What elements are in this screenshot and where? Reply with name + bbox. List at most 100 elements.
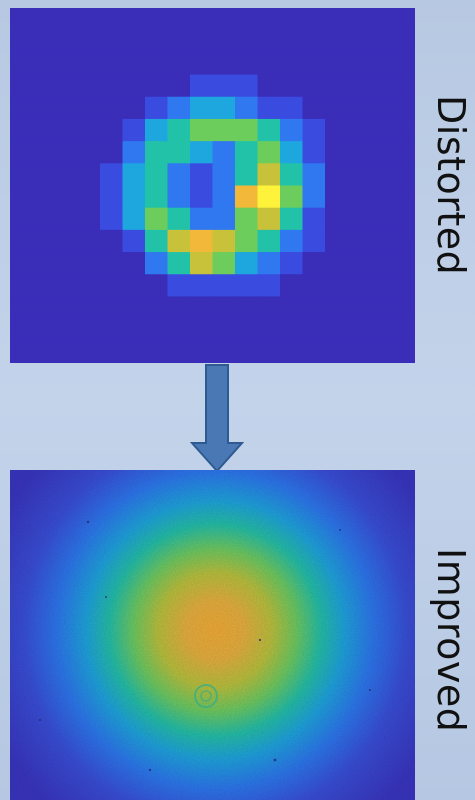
heatmap-pixel (122, 340, 146, 363)
heatmap-pixel (122, 274, 146, 298)
heatmap-pixel (55, 74, 79, 98)
heatmap-pixel (190, 296, 214, 320)
heatmap-pixel (32, 229, 56, 253)
heatmap-pixel (32, 52, 56, 76)
heatmap-pixel (145, 52, 169, 76)
heatmap-pixel (302, 8, 326, 31)
heatmap-pixel (325, 252, 349, 275)
heatmap-pixel (392, 52, 415, 76)
heatmap-pixel (257, 141, 281, 164)
heatmap-pixel (167, 207, 191, 231)
heatmap-pixel (392, 30, 415, 53)
heatmap-pixel (122, 229, 146, 253)
heatmap-pixel (190, 30, 214, 53)
heatmap-pixel (100, 207, 124, 231)
heatmap-pixel (10, 274, 34, 298)
heatmap-pixel (55, 163, 79, 187)
heatmap-pixel (280, 163, 304, 187)
heatmap-pixel (145, 141, 169, 164)
heatmap-pixel (55, 252, 79, 275)
heatmap-pixel (32, 8, 56, 31)
heatmap-pixel (167, 296, 191, 320)
heatmap-pixel (392, 74, 415, 98)
heatmap-pixel (122, 8, 146, 31)
heatmap-pixel (77, 163, 101, 187)
heatmap-pixel (167, 141, 191, 164)
heatmap-pixel (212, 296, 236, 320)
heatmap-pixel (370, 185, 394, 209)
heatmap-pixel (212, 8, 236, 31)
heatmap-pixel (347, 52, 371, 76)
heatmap-pixel (235, 163, 259, 187)
heatmap-pixel (325, 30, 349, 53)
heatmap-pixel (325, 318, 349, 342)
heatmap-pixel (370, 74, 394, 98)
heatmap-pixel (302, 141, 326, 164)
heatmap-pixel (280, 340, 304, 363)
heatmap-pixel (77, 185, 101, 209)
heatmap-pixel (370, 207, 394, 231)
heatmap-pixel (122, 163, 146, 187)
heatmap-pixel (167, 96, 191, 120)
heatmap-pixel (145, 274, 169, 298)
heatmap-pixel (257, 207, 281, 231)
heatmap-pixel (100, 96, 124, 120)
heatmap-pixel (167, 274, 191, 298)
heatmap-pixel (122, 52, 146, 76)
heatmap-pixel (392, 340, 415, 363)
heatmap-pixel (347, 30, 371, 53)
heatmap-pixel (347, 207, 371, 231)
heatmap-pixel (212, 52, 236, 76)
heatmap-pixel (145, 207, 169, 231)
heatmap-pixel (190, 340, 214, 363)
heatmap-pixel (167, 340, 191, 363)
heatmap-pixel (370, 30, 394, 53)
heatmap-pixel (280, 74, 304, 98)
heatmap-pixel (10, 118, 34, 142)
heatmap-pixel (190, 118, 214, 142)
heatmap-pixel (32, 318, 56, 342)
heatmap-pixel (370, 96, 394, 120)
heatmap-pixel (257, 8, 281, 31)
heatmap-pixel (280, 296, 304, 320)
heatmap-pixel (325, 296, 349, 320)
heatmap-pixel (392, 163, 415, 187)
heatmap-pixel (325, 207, 349, 231)
heatmap-pixel (302, 229, 326, 253)
heatmap-pixel (10, 30, 34, 53)
distorted-pixel-heatmap (10, 8, 415, 363)
heatmap-pixel (77, 274, 101, 298)
heatmap-pixel (370, 118, 394, 142)
heatmap-pixel (32, 163, 56, 187)
heatmap-pixel (167, 163, 191, 187)
heatmap-pixel (347, 163, 371, 187)
heatmap-pixel (100, 118, 124, 142)
heatmap-pixel (167, 30, 191, 53)
heatmap-pixel (122, 96, 146, 120)
heatmap-pixel (257, 318, 281, 342)
heatmap-pixel (257, 74, 281, 98)
heatmap-pixel (235, 252, 259, 275)
heatmap-pixel (100, 52, 124, 76)
heatmap-pixel (190, 96, 214, 120)
heatmap-pixel (347, 96, 371, 120)
heatmap-pixel (77, 340, 101, 363)
heatmap-pixel (32, 118, 56, 142)
heatmap-pixel (145, 74, 169, 98)
heatmap-pixel (392, 274, 415, 298)
heatmap-pixel (190, 252, 214, 275)
heatmap-pixel (280, 96, 304, 120)
heatmap-pixel (190, 318, 214, 342)
heatmap-pixel (55, 8, 79, 31)
heatmap-pixel (212, 340, 236, 363)
heatmap-pixel (257, 118, 281, 142)
heatmap-pixel (77, 8, 101, 31)
heatmap-pixel (145, 118, 169, 142)
heatmap-pixel (122, 74, 146, 98)
heatmap-pixel (325, 229, 349, 253)
heatmap-pixel (10, 163, 34, 187)
heatmap-pixel (122, 141, 146, 164)
heatmap-pixel (370, 141, 394, 164)
heatmap-pixel (77, 118, 101, 142)
heatmap-pixel (100, 229, 124, 253)
